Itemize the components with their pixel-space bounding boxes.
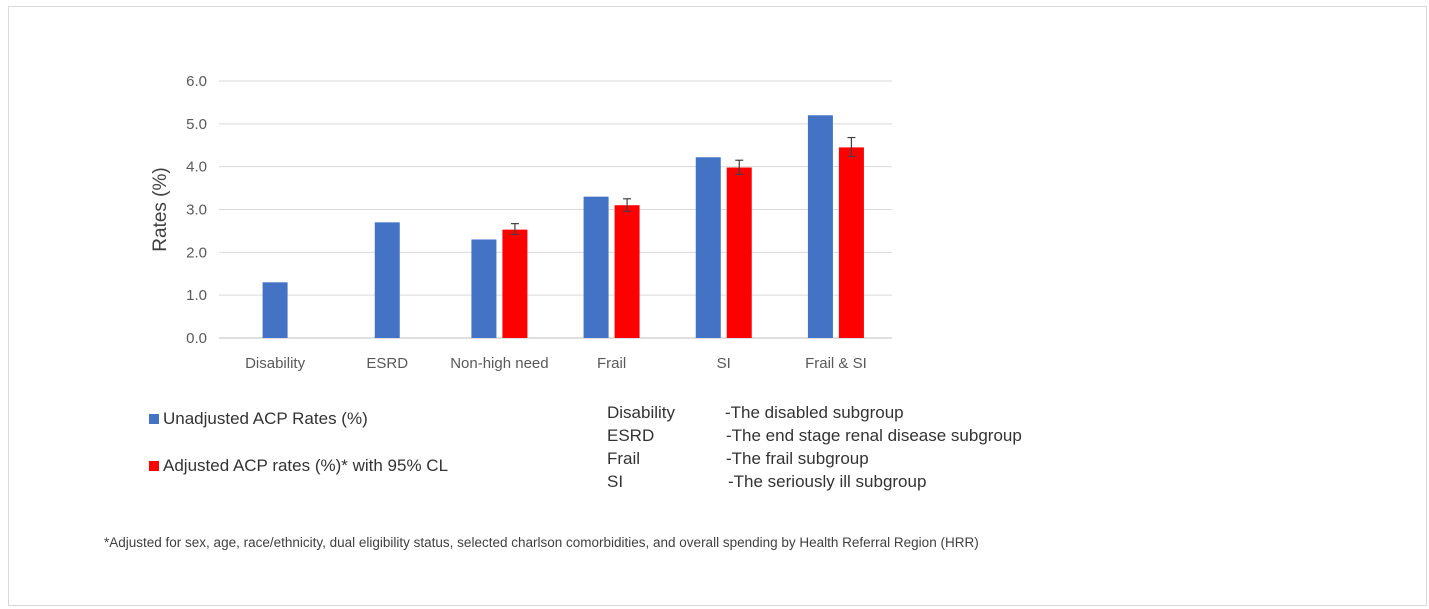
figure-frame: 0.0 1.0 2.0 3.0 4.0 5.0 6.0 Rates (%) Disability…	[8, 6, 1427, 606]
bar-unadjusted	[695, 157, 721, 338]
y-tick-label: 6.0	[186, 73, 207, 90]
legend-label-adjusted: Adjusted ACP rates (%)* with 95% CL	[163, 456, 449, 475]
y-tick-label: 3.0	[186, 202, 207, 219]
bar-unadjusted	[374, 222, 400, 338]
legend-unadjusted: Unadjusted ACP Rates (%)	[149, 409, 368, 429]
footnote: *Adjusted for sex, age, race/ethnicity, …	[104, 535, 979, 550]
bar-chart: 0.0 1.0 2.0 3.0 4.0 5.0 6.0 Rates (%) Disability…	[150, 73, 892, 372]
x-category-label: Frail & SI	[805, 355, 867, 372]
abbreviation-desc: -The end stage renal disease subgroup	[726, 426, 1022, 445]
abbreviation-key: Frail	[607, 449, 641, 468]
bar-unadjusted	[262, 282, 288, 338]
x-category-label: Non-high need	[450, 355, 548, 372]
legend-swatch-adjusted	[149, 461, 159, 471]
legend-adjusted: Adjusted ACP rates (%)* with 95% CL	[149, 456, 448, 476]
x-category-label: SI	[717, 355, 731, 372]
bar-adjusted	[502, 229, 528, 338]
y-tick-label: 0.0	[186, 330, 207, 347]
legend-swatch-unadjusted	[149, 414, 159, 424]
bar-adjusted	[614, 205, 640, 338]
abbreviation-desc: -The frail subgroup	[726, 449, 869, 468]
bar-adjusted	[726, 167, 752, 338]
bar-unadjusted	[583, 196, 609, 338]
y-tick-label: 5.0	[186, 116, 207, 133]
abbreviation-desc: -The disabled subgroup	[725, 403, 904, 422]
x-category-label: ESRD	[366, 355, 408, 372]
x-category-label: Disability	[245, 355, 306, 372]
y-axis-label: Rates (%)	[150, 167, 171, 251]
y-tick-label: 2.0	[186, 244, 207, 261]
bar-unadjusted	[807, 115, 833, 339]
legend-label-unadjusted: Unadjusted ACP Rates (%)	[163, 409, 368, 428]
abbreviation-key: Disability	[607, 403, 676, 422]
abbreviation-key: ESRD	[607, 426, 655, 445]
bar-unadjusted	[471, 239, 497, 338]
abbreviation-desc: -The seriously ill subgroup	[728, 472, 927, 491]
bar-adjusted	[838, 147, 864, 338]
abbreviation-key: SI	[607, 472, 624, 491]
x-category-label: Frail	[597, 355, 626, 372]
y-tick-label: 1.0	[186, 287, 207, 304]
y-tick-label: 4.0	[186, 159, 207, 176]
